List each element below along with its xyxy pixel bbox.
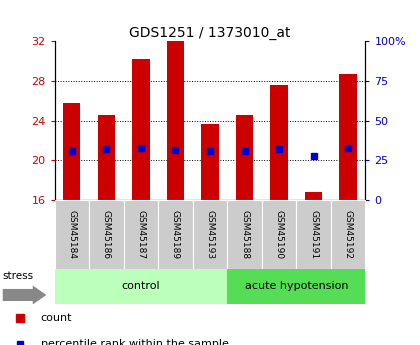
Text: stress: stress — [3, 271, 34, 281]
Bar — [236, 115, 253, 200]
Bar — [158, 200, 193, 269]
FancyArrow shape — [3, 286, 47, 305]
Bar — [201, 124, 219, 200]
Bar — [98, 115, 115, 200]
Bar — [132, 59, 150, 200]
Bar — [227, 200, 262, 269]
Bar — [227, 269, 365, 304]
Bar — [339, 74, 357, 200]
Text: control: control — [122, 282, 160, 291]
Text: percentile rank within the sample: percentile rank within the sample — [41, 339, 228, 345]
Bar — [167, 41, 184, 200]
Text: GSM45193: GSM45193 — [205, 210, 215, 259]
Text: GSM45192: GSM45192 — [344, 210, 353, 259]
Bar — [89, 200, 123, 269]
Text: acute hypotension: acute hypotension — [244, 282, 348, 291]
Text: GSM45190: GSM45190 — [275, 210, 284, 259]
Bar — [55, 269, 227, 304]
Text: count: count — [41, 313, 72, 323]
Text: GSM45184: GSM45184 — [67, 210, 76, 259]
Bar — [123, 200, 158, 269]
Text: GSM45191: GSM45191 — [309, 210, 318, 259]
Title: GDS1251 / 1373010_at: GDS1251 / 1373010_at — [129, 26, 291, 40]
Bar — [63, 103, 81, 200]
Bar — [262, 200, 297, 269]
Bar — [193, 200, 227, 269]
Bar — [331, 200, 365, 269]
Bar — [297, 200, 331, 269]
Text: GSM45186: GSM45186 — [102, 210, 111, 259]
Text: GSM45188: GSM45188 — [240, 210, 249, 259]
Bar — [270, 85, 288, 200]
Text: GSM45187: GSM45187 — [136, 210, 145, 259]
Bar — [55, 200, 89, 269]
Text: GSM45189: GSM45189 — [171, 210, 180, 259]
Bar — [305, 192, 322, 200]
